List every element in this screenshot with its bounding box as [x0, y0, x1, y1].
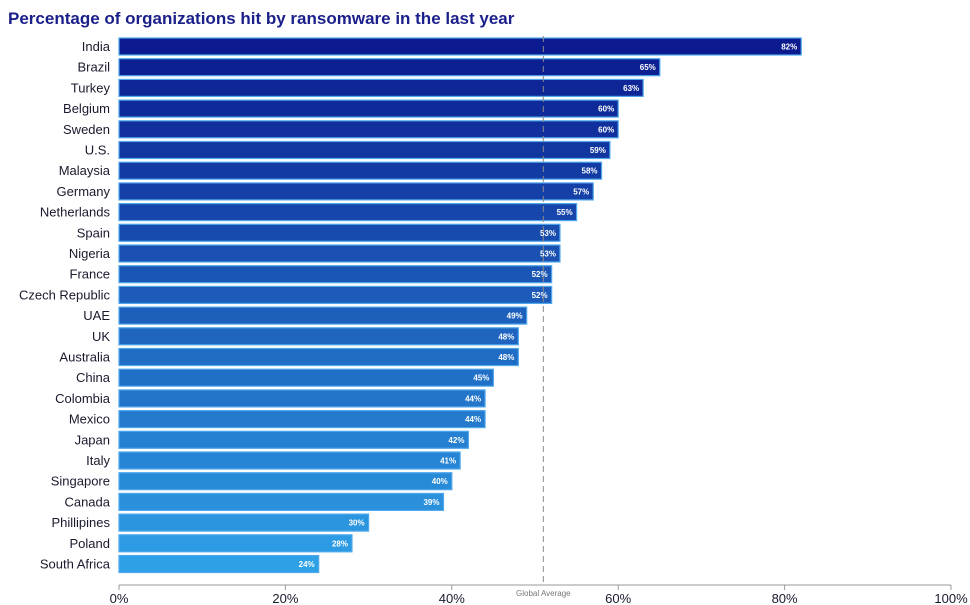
- category-label-france: France: [70, 267, 110, 282]
- bar-france: [118, 265, 553, 284]
- bar-india: [118, 37, 802, 56]
- value-label-italy: 41%: [440, 457, 456, 466]
- bar-nigeria: [118, 244, 561, 263]
- value-label-malaysia: 58%: [582, 167, 598, 176]
- category-label-south-africa: South Africa: [40, 557, 111, 572]
- bar-japan: [118, 430, 470, 449]
- category-label-belgium: Belgium: [63, 101, 110, 116]
- category-label-czech-republic: Czech Republic: [19, 287, 111, 302]
- value-label-australia: 48%: [498, 353, 514, 362]
- bar-uk: [118, 327, 519, 346]
- value-label-uk: 48%: [498, 332, 514, 341]
- global-average-label: Global Average: [516, 589, 571, 598]
- value-label-france: 52%: [532, 270, 548, 279]
- category-label-netherlands: Netherlands: [40, 205, 111, 220]
- bar-netherlands: [118, 203, 578, 222]
- category-label-mexico: Mexico: [69, 412, 110, 427]
- bar-germany: [118, 182, 594, 201]
- bar-malaysia: [118, 161, 603, 180]
- value-label-south-africa: 24%: [299, 560, 315, 569]
- value-label-japan: 42%: [448, 436, 464, 445]
- category-label-turkey: Turkey: [71, 80, 111, 95]
- value-label-uae: 49%: [507, 312, 523, 321]
- x-tick-label-60: 60%: [605, 591, 631, 605]
- value-label-germany: 57%: [573, 187, 589, 196]
- bar-phillipines: [118, 513, 370, 532]
- value-label-turkey: 63%: [623, 84, 639, 93]
- category-label-sweden: Sweden: [63, 122, 110, 137]
- category-label-brazil: Brazil: [77, 60, 110, 75]
- bar-italy: [118, 451, 461, 470]
- value-label-nigeria: 53%: [540, 250, 556, 259]
- bar-spain: [118, 223, 561, 242]
- bar-china: [118, 368, 494, 387]
- category-label-malaysia: Malaysia: [59, 163, 111, 178]
- x-tick-label-0: 0%: [110, 591, 129, 605]
- category-label-germany: Germany: [57, 184, 111, 199]
- bar-colombia: [118, 389, 486, 408]
- category-label-uk: UK: [92, 329, 110, 344]
- x-tick-label-100: 100%: [934, 591, 968, 605]
- value-label-brazil: 65%: [640, 63, 656, 72]
- chart-title: Percentage of organizations hit by ranso…: [8, 9, 515, 28]
- value-label-mexico: 44%: [465, 415, 481, 424]
- category-label-nigeria: Nigeria: [69, 246, 111, 261]
- value-label-belgium: 60%: [598, 105, 614, 114]
- category-label-u-s: U.S.: [85, 143, 110, 158]
- value-label-india: 82%: [781, 43, 797, 52]
- x-tick-label-20: 20%: [272, 591, 298, 605]
- bar-singapore: [118, 472, 453, 491]
- bar-uae: [118, 306, 528, 325]
- bar-brazil: [118, 58, 661, 77]
- bar-u-s: [118, 140, 611, 160]
- x-tick-label-40: 40%: [439, 591, 465, 605]
- category-label-colombia: Colombia: [55, 391, 111, 406]
- value-label-sweden: 60%: [598, 125, 614, 134]
- category-label-spain: Spain: [77, 225, 110, 240]
- value-label-china: 45%: [473, 374, 489, 383]
- category-label-phillipines: Phillipines: [51, 515, 110, 530]
- category-label-uae: UAE: [83, 308, 110, 323]
- bar-australia: [118, 347, 519, 367]
- x-tick-label-80: 80%: [772, 591, 798, 605]
- category-label-canada: Canada: [64, 494, 110, 509]
- bar-turkey: [118, 78, 644, 98]
- value-label-colombia: 44%: [465, 394, 481, 403]
- category-label-singapore: Singapore: [51, 474, 110, 489]
- bar-sweden: [118, 120, 619, 139]
- bar-mexico: [118, 410, 486, 429]
- value-label-poland: 28%: [332, 539, 348, 548]
- value-label-canada: 39%: [423, 498, 439, 507]
- category-label-india: India: [82, 39, 111, 54]
- value-label-netherlands: 55%: [557, 208, 573, 217]
- value-label-u-s: 59%: [590, 146, 606, 155]
- category-label-japan: Japan: [75, 432, 110, 447]
- value-label-spain: 53%: [540, 229, 556, 238]
- value-label-czech-republic: 52%: [532, 291, 548, 300]
- value-label-singapore: 40%: [432, 477, 448, 486]
- bar-south-africa: [118, 554, 320, 574]
- category-label-italy: Italy: [86, 453, 110, 468]
- category-label-poland: Poland: [70, 536, 110, 551]
- bar-poland: [118, 534, 353, 553]
- category-label-australia: Australia: [59, 350, 110, 365]
- category-label-china: China: [76, 370, 111, 385]
- bar-belgium: [118, 99, 619, 118]
- bar-canada: [118, 492, 445, 511]
- value-label-phillipines: 30%: [349, 519, 365, 528]
- bar-czech-republic: [118, 285, 553, 304]
